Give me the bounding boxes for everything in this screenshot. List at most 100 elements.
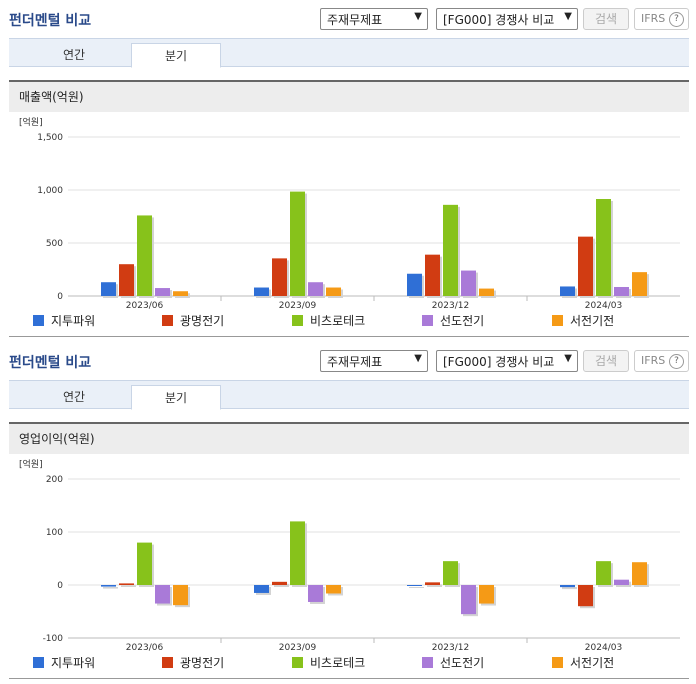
bar: [596, 561, 611, 585]
legend-item[interactable]: 선도전기: [422, 314, 484, 328]
legend-swatch: [162, 315, 173, 326]
tab-annual[interactable]: 연간: [62, 390, 86, 404]
x-tick-label: 2024/03: [585, 301, 622, 311]
chevron-down-icon: ▼: [414, 11, 422, 22]
y-tick-label: 100: [46, 528, 63, 538]
x-tick-label: 2023/06: [126, 643, 164, 653]
statement-select[interactable]: 주재무제표 ▼: [320, 8, 428, 30]
legend-item[interactable]: 지투파워: [33, 656, 95, 670]
search-button[interactable]: 검색: [583, 350, 629, 372]
bar-shadow: [121, 585, 136, 587]
ifrs-label: IFRS: [641, 12, 666, 25]
bar: [596, 199, 611, 296]
bar-shadow: [562, 587, 577, 590]
x-tick-label: 2023/12: [432, 643, 469, 653]
bar: [632, 272, 647, 296]
ifrs-button[interactable]: IFRS ?: [634, 8, 689, 30]
bar: [308, 585, 323, 602]
bar-shadow: [274, 583, 289, 587]
legend-item[interactable]: 비츠로테크: [292, 314, 365, 328]
peer-select-value: [FG000] 경쟁사 비교: [443, 13, 555, 27]
legend-swatch: [422, 657, 433, 668]
fundamental-section-1: 펀더멘털 비교 주재무제표 ▼ [FG000] 경쟁사 비교 ▼ 검색 IFRS…: [0, 8, 696, 337]
bar: [614, 286, 629, 296]
legend-item[interactable]: 지투파워: [33, 314, 95, 328]
legend-label: 지투파워: [51, 656, 96, 670]
legend-label: 서전기전: [570, 656, 615, 670]
bar: [560, 286, 575, 296]
bar: [326, 287, 341, 296]
legend-label: 광명전기: [180, 314, 225, 328]
search-button[interactable]: 검색: [583, 8, 629, 30]
metric-subheading: 매출액(억원): [9, 80, 689, 112]
peer-select[interactable]: [FG000] 경쟁사 비교 ▼: [436, 8, 578, 30]
legend-item[interactable]: 비츠로테크: [292, 656, 365, 670]
bar: [254, 585, 269, 593]
bar: [272, 258, 287, 296]
legend-label: 지투파워: [51, 314, 96, 328]
bar: [578, 585, 593, 607]
legend-item[interactable]: 광명전기: [162, 656, 224, 670]
legend-item[interactable]: 서전기전: [552, 656, 614, 670]
question-circle-icon: ?: [669, 12, 684, 27]
tab-annual[interactable]: 연간: [62, 48, 86, 62]
x-tick-label: 2023/12: [432, 301, 469, 311]
legend-label: 선도전기: [440, 656, 485, 670]
bar: [137, 542, 152, 585]
bar: [272, 581, 287, 585]
bar: [290, 521, 305, 585]
tab-quarterly[interactable]: 분기: [131, 385, 221, 410]
bar-shadow: [409, 587, 424, 588]
y-tick-label: 1,500: [37, 133, 63, 143]
chevron-down-icon: ▼: [564, 353, 572, 364]
legend-swatch: [292, 657, 303, 668]
bar-shadow: [103, 587, 118, 589]
statement-select-value: 주재무제표: [327, 355, 383, 369]
bar: [101, 585, 116, 587]
legend-item[interactable]: 서전기전: [552, 314, 614, 328]
bar: [407, 273, 422, 296]
bar: [479, 585, 494, 604]
section-divider: [9, 336, 689, 337]
bar: [326, 585, 341, 594]
legend-label: 서전기전: [570, 314, 615, 328]
bar: [137, 215, 152, 296]
bar: [119, 583, 134, 585]
bar: [461, 270, 476, 296]
legend-item[interactable]: 선도전기: [422, 656, 484, 670]
legend-swatch: [162, 657, 173, 668]
bar: [425, 582, 440, 585]
bar: [308, 282, 323, 296]
legend-label: 비츠로테크: [310, 656, 366, 670]
legend-label: 비츠로테크: [310, 314, 366, 328]
unit-label: [억원]: [19, 458, 43, 470]
period-tabs: 연간 분기: [9, 380, 689, 410]
legend-item[interactable]: 광명전기: [162, 314, 224, 328]
statement-select-value: 주재무제표: [327, 13, 383, 27]
ifrs-label: IFRS: [641, 354, 666, 367]
y-tick-label: -100: [43, 634, 64, 644]
tab-quarterly[interactable]: 분기: [131, 43, 221, 68]
ifrs-button[interactable]: IFRS ?: [634, 350, 689, 372]
peer-select-value: [FG000] 경쟁사 비교: [443, 355, 555, 369]
statement-select[interactable]: 주재무제표 ▼: [320, 350, 428, 372]
x-tick-label: 2024/03: [585, 643, 622, 653]
revenue-chart: [억원] 0 500 1,000 1,500 2023/06 2023/09 2023/12 2…: [19, 116, 680, 311]
bar: [119, 264, 134, 296]
metric-subheading: 영업이익(억원): [9, 422, 689, 454]
legend-swatch: [552, 657, 563, 668]
y-tick-label: 0: [57, 292, 63, 302]
fundamental-section-2: 펀더멘털 비교 주재무제표 ▼ [FG000] 경쟁사 비교 ▼ 검색 IFRS…: [0, 342, 696, 684]
bar: [443, 204, 458, 296]
bar: [479, 288, 494, 296]
chart-legend: 지투파워 광명전기 비츠로테크 선도전기 서전기전: [0, 314, 696, 330]
legend-swatch: [33, 657, 44, 668]
x-tick-label: 2023/09: [279, 643, 317, 653]
section-title: 펀더멘털 비교: [9, 13, 92, 29]
peer-select[interactable]: [FG000] 경쟁사 비교 ▼: [436, 350, 578, 372]
bar: [560, 585, 575, 588]
y-tick-label: 500: [46, 239, 63, 249]
legend-swatch: [552, 315, 563, 326]
period-tabs: 연간 분기: [9, 38, 689, 68]
bar: [407, 585, 422, 586]
